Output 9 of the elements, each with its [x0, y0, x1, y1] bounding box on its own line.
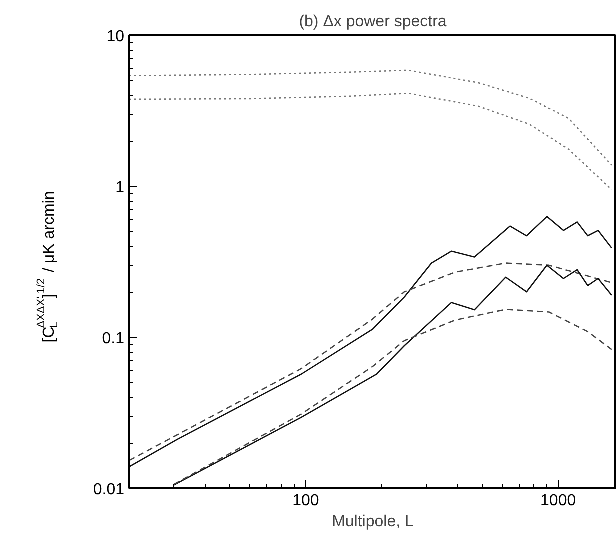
y-tick-label: 1 [116, 180, 125, 196]
x-tick-label: 100 [292, 492, 320, 510]
y-axis-title: [CLΔXΔX']1/2 / μK arcmin [36, 191, 60, 343]
chart-title: (b) Δx power spectra [299, 14, 447, 30]
y-tick-label: 0.01 [93, 482, 125, 498]
x-axis-title: Multipole, L [332, 514, 414, 530]
y-tick-label: 0.1 [102, 330, 125, 348]
y-tick-label: 10 [106, 28, 125, 46]
x-tick-label: 1000 [540, 492, 576, 510]
